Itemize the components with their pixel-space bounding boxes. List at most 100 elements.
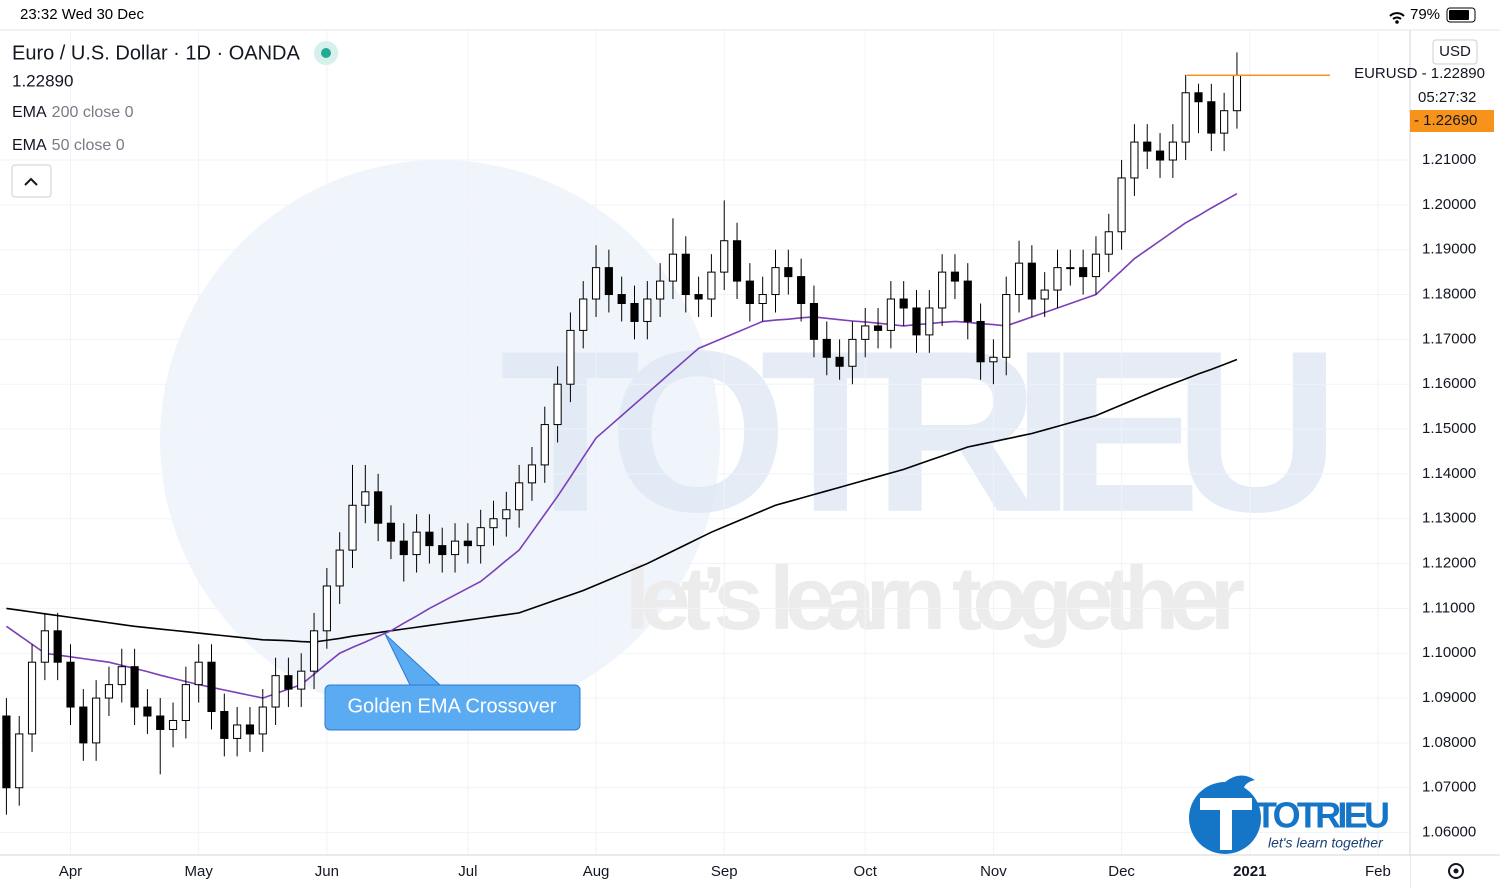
candle-body: [399, 540, 408, 556]
settings-icon: [1453, 868, 1459, 874]
candle-body: [233, 724, 242, 739]
legend: EMA 200 close 0 EMA 50 close 0: [12, 104, 134, 154]
y-tick-label: 1.11000: [1422, 599, 1475, 616]
candle-body: [566, 329, 575, 385]
candle-body: [1130, 141, 1139, 179]
candle-body: [1194, 92, 1203, 103]
candle-body: [66, 661, 75, 708]
candle-body: [1027, 262, 1036, 300]
candle-body: [181, 684, 190, 721]
logo-t: [1200, 798, 1252, 850]
candle-body: [886, 298, 895, 331]
legend-entry: EMA 200 close 0: [12, 104, 134, 121]
candle-body: [515, 482, 524, 511]
candle-body: [579, 298, 588, 331]
candle-body: [668, 253, 678, 282]
last-price: 1.22890: [12, 71, 73, 90]
candle-body: [1155, 150, 1165, 161]
y-tick-label: 1.09000: [1422, 689, 1476, 706]
candle-body: [1168, 141, 1177, 161]
x-tick-label: Jun: [315, 863, 339, 880]
candle-body: [899, 298, 908, 309]
candle-body: [374, 491, 383, 524]
candle-body: [540, 424, 549, 466]
x-tick-label: Feb: [1365, 863, 1391, 880]
candle-body: [220, 711, 229, 739]
candle-body: [1014, 262, 1024, 296]
candle-body: [553, 383, 562, 426]
candle-body: [1117, 177, 1126, 233]
candle-body: [156, 715, 165, 730]
logo-brand: TOTRIEU: [1255, 795, 1390, 836]
candle-body: [527, 464, 537, 484]
candle-body: [79, 706, 88, 744]
y-tick-label: 1.15000: [1422, 420, 1476, 437]
candle-body: [92, 697, 101, 744]
y-tick-label: 1.07000: [1422, 779, 1476, 796]
candle-body: [335, 549, 344, 587]
candle-body: [489, 518, 498, 529]
y-tick-label: 1.10000: [1422, 644, 1476, 661]
y-tick-label: 1.20000: [1422, 196, 1476, 213]
candle-body: [643, 298, 652, 322]
y-tick-label: 1.06000: [1422, 824, 1476, 841]
battery-level: 79%: [1410, 6, 1440, 23]
settings-button[interactable]: [1448, 863, 1464, 879]
candle-body: [271, 675, 280, 708]
candle-body: [848, 338, 857, 367]
logo-slogan: let's learn together: [1268, 835, 1384, 851]
battery-icon: [1446, 7, 1476, 23]
candle-body: [1002, 294, 1011, 358]
candle-body: [168, 719, 178, 730]
candle-body: [15, 733, 24, 789]
x-tick-label: 2021: [1233, 863, 1266, 880]
candle-body: [143, 706, 152, 717]
candle-body: [361, 491, 370, 506]
candle-body: [1040, 289, 1049, 300]
legend-params: 200 close 0: [52, 104, 134, 121]
x-tick-label: Aug: [583, 863, 610, 880]
candle-body: [1079, 267, 1088, 278]
candle-body: [771, 267, 780, 296]
y-tick-label: 1.17000: [1422, 330, 1476, 347]
x-tick-label: May: [185, 863, 214, 880]
candle-body: [53, 630, 62, 663]
candle-body: [604, 267, 613, 296]
candle-body: [1091, 253, 1101, 278]
candle-body: [797, 276, 806, 305]
candle-body: [450, 540, 460, 556]
candle-body: [130, 666, 139, 708]
ema-line: [6, 358, 1238, 643]
y-tick-label: 1.18000: [1422, 286, 1476, 303]
collapse-button[interactable]: [11, 164, 52, 198]
status-time: 23:32 Wed 30 Dec: [20, 6, 144, 23]
x-tick-label: Jul: [458, 863, 477, 880]
y-tick-label: 1.14000: [1422, 465, 1476, 482]
x-tick-label: Dec: [1108, 863, 1135, 880]
candle-body: [707, 271, 716, 300]
market-status[interactable]: [321, 48, 331, 58]
x-tick-label: Nov: [980, 863, 1007, 880]
currency-button[interactable]: [1432, 39, 1478, 65]
candle-body: [1181, 92, 1190, 143]
candle-body: [207, 661, 216, 713]
candle-body: [656, 280, 665, 300]
wifi-icon: [1389, 12, 1405, 20]
candle-body: [476, 527, 485, 547]
candle-body: [809, 303, 819, 340]
candle-body: [912, 307, 921, 336]
candle-body: [861, 325, 870, 340]
candle-body: [425, 531, 434, 547]
legend-params: 50 close 0: [52, 137, 125, 154]
candle-body: [784, 267, 793, 278]
y-tick-label: 1.13000: [1422, 510, 1476, 527]
watermark-brand: TOTRIEU: [500, 303, 1340, 560]
candle-body: [1232, 74, 1242, 112]
y-tick-label: 1.16000: [1422, 375, 1476, 392]
countdown: 05:27:32: [1418, 89, 1476, 106]
candle-body: [591, 267, 601, 300]
candle-body: [322, 585, 331, 632]
plot: [2, 52, 1330, 815]
symbol-price-label: EURUSD - 1.22890: [1354, 65, 1485, 82]
